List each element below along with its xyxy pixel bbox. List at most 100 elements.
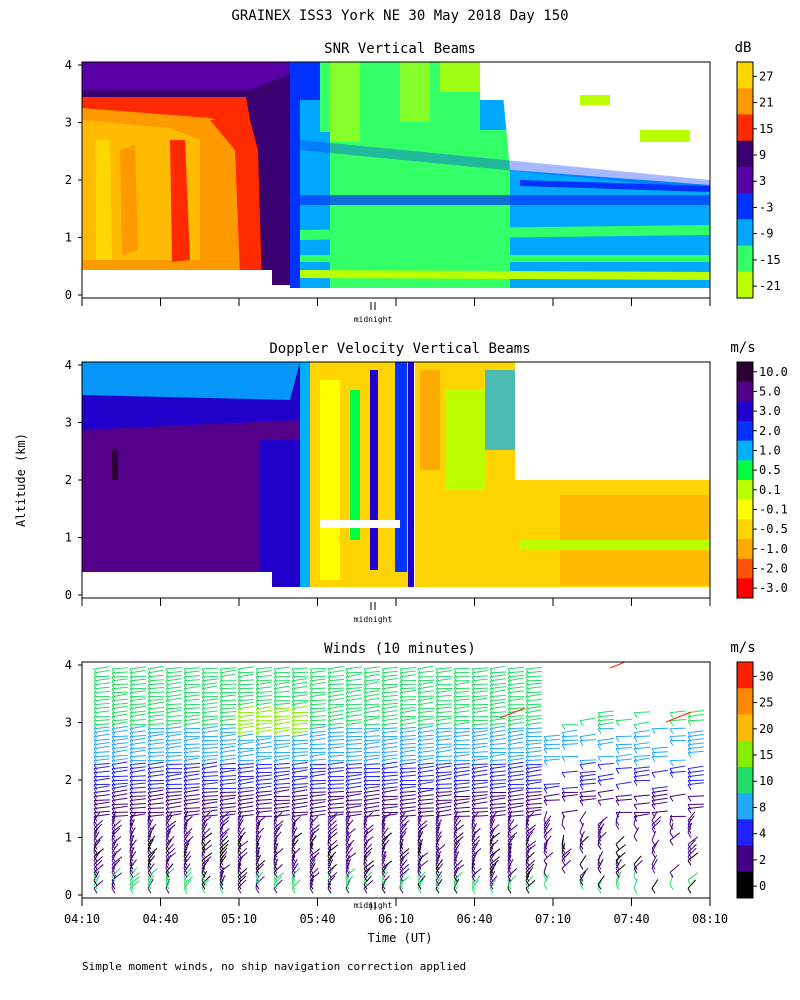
wind-barb-feather — [435, 852, 440, 858]
wind-barb-feather — [363, 780, 368, 786]
wind-barb-feather — [525, 796, 530, 802]
wind-barb-feather — [417, 780, 422, 786]
x-tick-label: 04:10 — [64, 912, 100, 926]
wind-barb-feather — [327, 884, 332, 890]
colorbar-swatch — [737, 271, 753, 299]
wind-barb-feather — [597, 744, 602, 750]
wind-barb-feather — [525, 740, 530, 746]
wind-barb-feather — [147, 860, 152, 866]
wind-barb-feather — [525, 848, 530, 854]
wind-barb-feather — [291, 764, 296, 770]
wind-barb-feather — [237, 836, 242, 842]
wind-barb-feather — [651, 804, 656, 810]
wind-barb-feather — [507, 692, 512, 699]
wind-barb-feather — [345, 824, 350, 830]
wind-barb-feather — [111, 668, 116, 675]
wind-barb-feather — [345, 884, 350, 890]
wind-barb-feather — [291, 724, 296, 730]
wind-barb-feather — [255, 760, 260, 766]
wind-barb-feather — [201, 872, 206, 878]
wind-barb-feather — [165, 704, 170, 711]
wind-barb-feather — [471, 728, 476, 734]
wind-barb-feather — [327, 780, 332, 786]
wind-barb-feather — [327, 840, 332, 846]
wind-barb-feather — [111, 732, 116, 738]
wind-barb-feather — [507, 732, 512, 738]
colorbar-swatch — [737, 845, 753, 873]
wind-barb-feather — [147, 744, 152, 750]
wind-barb-feather — [219, 856, 224, 862]
wind-barb-feather — [255, 852, 260, 858]
wind-barb-feather — [399, 888, 404, 894]
wind-barb-feather — [255, 712, 260, 718]
wind-barb-feather — [273, 776, 278, 782]
wind-barb-feather — [399, 700, 404, 707]
wind-barb-feather — [93, 752, 98, 758]
wind-barb-feather — [183, 756, 188, 762]
wind-barb — [615, 781, 632, 786]
wind-barb-feather — [327, 700, 332, 707]
wind-barb-feather — [399, 836, 404, 842]
wind-barb-feather — [507, 680, 512, 687]
wind-barb-feather — [687, 732, 692, 738]
wind-barb-feather — [417, 796, 422, 802]
wind-barb-feather — [183, 748, 188, 754]
wind-barb-feather — [255, 824, 260, 830]
wind-barb-feather — [435, 780, 440, 786]
wind-barb-feather — [255, 860, 260, 866]
wind-barb-feather — [237, 720, 242, 726]
wind-barb-feather — [543, 852, 548, 858]
wind-barb-feather — [489, 888, 494, 894]
wind-barb-feather — [453, 692, 458, 699]
wind-barb-feather — [309, 696, 314, 703]
wind-barb-feather — [507, 832, 512, 838]
colorbar-label: 10.0 — [759, 365, 788, 379]
wind-barb-feather — [183, 844, 188, 850]
wind-barb-feather — [561, 744, 566, 750]
wind-barb-feather — [453, 672, 458, 679]
wind-barb-feather — [345, 792, 350, 798]
colorbar-swatch — [737, 740, 753, 768]
wind-barb-feather — [255, 768, 260, 774]
wind-barb-feather — [327, 752, 332, 758]
wind-barb-feather — [237, 692, 242, 699]
wind-barb-feather — [435, 796, 440, 802]
wind-barb-feather — [489, 812, 494, 818]
wind-barb-feather — [237, 864, 242, 870]
wind-barb-feather — [291, 692, 296, 699]
snr-heatmap — [82, 62, 710, 298]
y-tick-label: 1 — [65, 531, 72, 545]
wind-barb — [651, 786, 668, 790]
wind-barb-feather — [183, 784, 188, 790]
wind-barb-feather — [219, 696, 224, 703]
wind-barb-feather — [147, 880, 152, 886]
wind-barb-feather — [93, 736, 98, 742]
wind-barb-feather — [327, 668, 332, 675]
doppler-midnight-label: midnight — [354, 615, 393, 624]
wind-barb-feather — [273, 684, 278, 691]
wind-barb-feather — [183, 704, 188, 711]
wind-barb-feather — [399, 860, 404, 866]
colorbar-label: 20 — [759, 722, 773, 736]
wind-barb-feather — [327, 772, 332, 778]
wind-barb-feather — [237, 684, 242, 691]
wind-barb-feather — [327, 848, 332, 854]
wind-barb-feather — [129, 772, 134, 778]
wind-barb-feather — [129, 876, 134, 882]
wind-barb-feather — [291, 700, 296, 707]
wind-barb — [237, 822, 241, 833]
wind-barb-feather — [345, 756, 350, 762]
wind-barb-feather — [165, 800, 170, 806]
wind-barb-feather — [453, 792, 458, 798]
wind-barb-feather — [147, 780, 152, 786]
wind-barb-feather — [543, 736, 548, 742]
wind-barb-feather — [489, 844, 494, 850]
wind-barb-feather — [165, 756, 170, 762]
wind-barb-feather — [345, 708, 350, 715]
wind-barb-feather — [381, 776, 386, 782]
wind-barb-feather — [363, 884, 368, 890]
wind-barb-feather — [327, 832, 332, 838]
wind-barb-feather — [273, 768, 278, 774]
wind-barb — [273, 666, 290, 670]
wind-barb-feather — [417, 744, 422, 750]
